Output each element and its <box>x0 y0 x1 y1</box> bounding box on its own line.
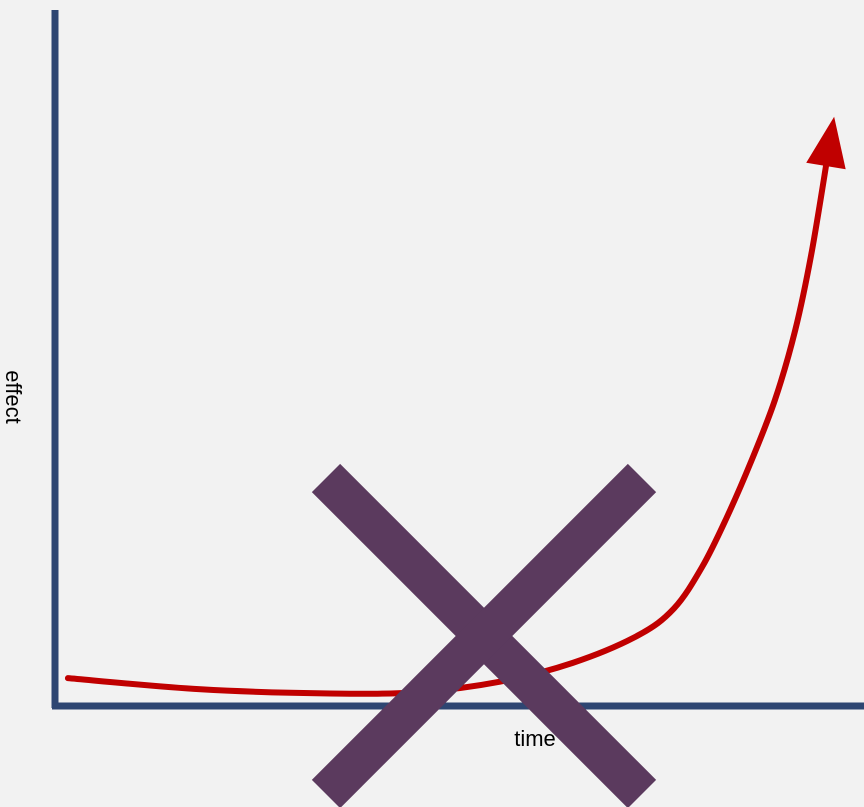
cross-out-x-mark <box>311 463 657 807</box>
x-axis-label: time <box>514 726 556 751</box>
series-curve <box>64 153 831 697</box>
y-axis-label: effect <box>1 370 26 423</box>
curve-arrowhead <box>806 116 846 170</box>
cross-stroke-back <box>311 463 657 807</box>
